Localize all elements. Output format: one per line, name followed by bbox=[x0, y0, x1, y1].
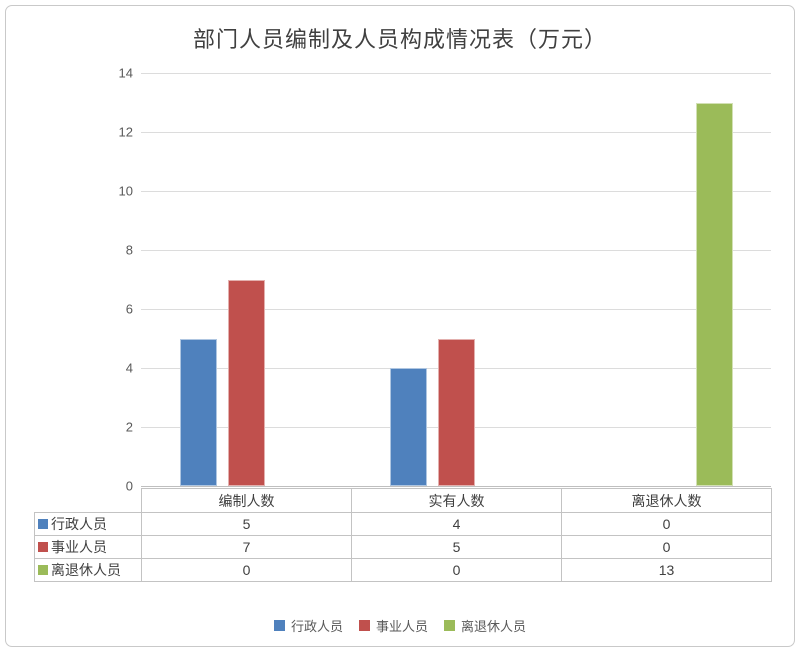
table-series-label: 事业人员 bbox=[34, 535, 142, 559]
gridline bbox=[141, 73, 771, 74]
x-axis-line bbox=[141, 486, 771, 487]
bar-行政人员-编制人数 bbox=[180, 338, 217, 486]
table-value-cell: 13 bbox=[561, 558, 772, 582]
bar-事业人员-编制人数 bbox=[228, 279, 265, 486]
y-axis-tick-label: 10 bbox=[118, 183, 133, 199]
legend-item: 离退休人员 bbox=[444, 616, 526, 635]
bar-事业人员-实有人数 bbox=[438, 338, 475, 486]
chart-legend: 行政人员 事业人员 离退休人员 bbox=[6, 612, 794, 638]
chart-frame: 部门人员编制及人员构成情况表（万元） 0 2 4 6 8 10 12 14 编制人数 实有人数 离退… bbox=[5, 5, 795, 647]
y-axis-tick-label: 4 bbox=[125, 360, 133, 376]
gridline bbox=[141, 309, 771, 310]
gridline bbox=[141, 191, 771, 192]
table-header-cell: 离退休人数 bbox=[561, 488, 772, 513]
y-axis-tick-label: 12 bbox=[118, 124, 133, 140]
legend-item: 行政人员 bbox=[273, 616, 343, 635]
y-axis-tick-label: 14 bbox=[118, 65, 133, 81]
legend-label: 行政人员 bbox=[290, 618, 343, 634]
table-value-cell: 0 bbox=[141, 558, 352, 582]
y-axis-tick-label: 0 bbox=[125, 478, 133, 494]
series-name: 离退休人员 bbox=[51, 562, 121, 578]
legend-item: 事业人员 bbox=[358, 616, 428, 635]
table-value-cell: 5 bbox=[351, 535, 562, 559]
legend-swatch bbox=[444, 619, 455, 631]
series-swatch bbox=[38, 519, 48, 529]
table-value-cell: 0 bbox=[351, 558, 562, 582]
legend-swatch bbox=[273, 619, 285, 631]
gridline bbox=[141, 250, 771, 251]
gridline bbox=[141, 132, 771, 133]
plot-area: 0 2 4 6 8 10 12 14 编制人数 实有人数 离退休人数 行政人员 5 4 0 事业人员 7 5 0 离退… bbox=[6, 6, 794, 646]
y-axis-tick-label: 8 bbox=[125, 242, 133, 258]
series-name: 事业人员 bbox=[51, 539, 107, 555]
table-value-cell: 5 bbox=[141, 512, 352, 536]
table-value-cell: 4 bbox=[351, 512, 562, 536]
legend-swatch bbox=[358, 619, 370, 631]
series-swatch bbox=[38, 542, 48, 552]
series-name: 行政人员 bbox=[51, 516, 107, 532]
chart-title: 部门人员编制及人员构成情况表（万元） bbox=[192, 27, 607, 52]
table-value-cell: 0 bbox=[561, 512, 772, 536]
legend-label: 事业人员 bbox=[375, 618, 428, 634]
table-header-cell: 编制人数 bbox=[141, 488, 352, 513]
table-value-cell: 7 bbox=[141, 535, 352, 559]
legend-label: 离退休人员 bbox=[461, 618, 527, 634]
table-series-label: 行政人员 bbox=[34, 512, 142, 536]
table-header-cell: 实有人数 bbox=[351, 488, 562, 513]
y-axis-tick-label: 6 bbox=[125, 301, 133, 317]
series-swatch bbox=[38, 565, 48, 575]
y-axis-tick-label: 2 bbox=[125, 419, 133, 435]
bar-离退休人员-离退休人数 bbox=[696, 102, 733, 486]
table-value-cell: 0 bbox=[561, 535, 772, 559]
bar-行政人员-实有人数 bbox=[390, 368, 427, 486]
table-series-label: 离退休人员 bbox=[34, 558, 142, 582]
